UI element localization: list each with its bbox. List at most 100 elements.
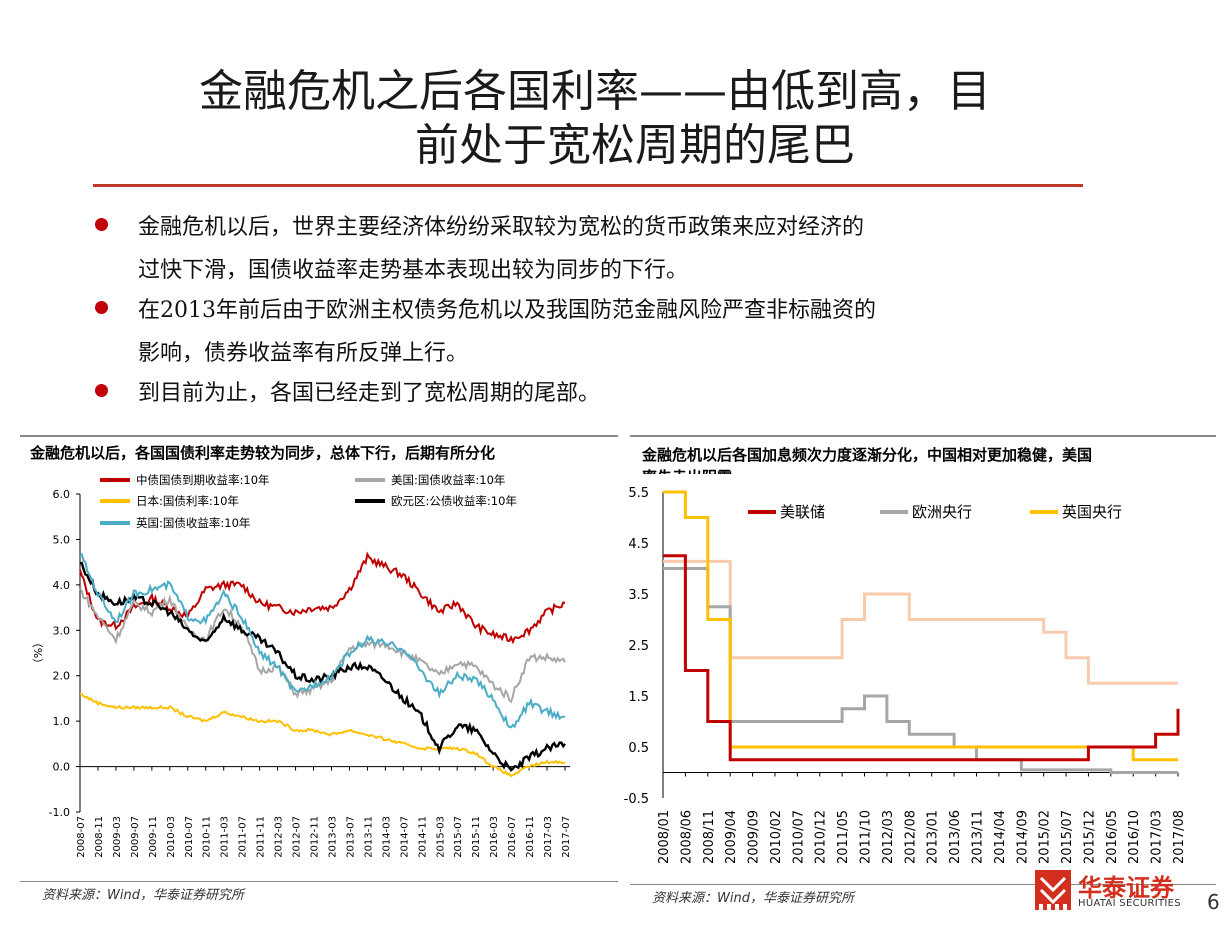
logo-text-cn: 华泰证券 <box>1078 874 1174 902</box>
series-line-2 <box>79 588 566 704</box>
series-line-3 <box>663 490 1178 762</box>
x-tick-label: 2013-03 <box>327 816 338 858</box>
x-tick-label: 2012/08 <box>903 810 918 864</box>
x-tick-label: 2011-03 <box>220 816 231 858</box>
bullet-dot-1 <box>95 218 108 231</box>
y-tick-label: 0.5 <box>628 741 649 756</box>
x-tick-label: 2014/09 <box>1015 810 1030 864</box>
x-tick-label: 2015/07 <box>1060 810 1075 864</box>
page-title-line1: 金融危机之后各国利率——由低到高，目 <box>199 66 991 117</box>
x-tick-label: 2008-07 <box>76 816 87 858</box>
x-tick-label: 2015-07 <box>453 816 464 858</box>
x-tick-label: 2016-11 <box>525 816 536 858</box>
x-tick-label: 2016/10 <box>1127 810 1142 864</box>
right-chart-source: 资料来源：Wind，华泰证券研究所 <box>652 891 854 906</box>
x-tick-label: 2015/02 <box>1038 810 1053 864</box>
x-tick-label: 2009/04 <box>724 810 739 864</box>
left-chart-bottom-border <box>20 881 618 882</box>
series-line-2 <box>663 567 1178 774</box>
bullet-text-2b: 影响，债券收益率有所反弹上行。 <box>138 341 469 366</box>
x-tick-label: 2010/07 <box>791 810 806 864</box>
y-tick-label: 3.0 <box>53 624 71 637</box>
x-tick-label: 2009-11 <box>148 816 159 858</box>
y-tick-label: 1.0 <box>53 715 71 728</box>
x-tick-label: 2012/03 <box>881 810 896 864</box>
x-tick-label: 2009-07 <box>130 816 141 858</box>
x-tick-label: 2010-03 <box>166 816 177 858</box>
x-tick-label: 2008-11 <box>94 816 105 858</box>
bullet-dot-2 <box>95 301 108 314</box>
x-tick-label: 2010-11 <box>202 816 213 858</box>
legend-label: 中债国债到期收益率:10年 <box>136 473 270 487</box>
page-number: 6 <box>1207 890 1220 914</box>
bullet-text-1b: 过快下滑，国债收益率走势基本表现出较为同步的下行。 <box>138 258 689 283</box>
y-tick-label: 4.5 <box>628 537 649 552</box>
x-tick-label: 2012-11 <box>310 816 321 858</box>
x-tick-label: 2013/11 <box>970 810 985 864</box>
y-tick-label: 2.5 <box>628 639 649 654</box>
series-line-4 <box>79 561 566 772</box>
x-tick-label: 2013/06 <box>948 810 963 864</box>
legend-label: 美国:国债收益率:10年 <box>391 473 505 487</box>
right-chart-title-cut: 率先走出阴霾 <box>642 464 732 474</box>
x-tick-label: 2013/01 <box>926 810 941 864</box>
left-chart-title: 金融危机以后，各国国债利率走势较为同步，总体下行，后期有所分化 <box>30 444 496 462</box>
x-tick-label: 2016-07 <box>507 816 518 858</box>
right-chart-title: 金融危机以后各国加息频次力度逐渐分化，中国相对更加稳健，美国 <box>642 446 1093 464</box>
x-tick-label: 2015/12 <box>1082 810 1097 864</box>
legend-label: 日本:国债利率:10年 <box>136 494 239 508</box>
page-title-line2: 前处于宽松周期的尾巴 <box>415 120 855 171</box>
bullet-text-2a: 在2013年前后由于欧洲主权债务危机以及我国防范金融风险严查非标融资的 <box>138 298 876 323</box>
y-tick-label: 1.5 <box>628 690 649 705</box>
x-tick-label: 2017/03 <box>1150 810 1165 864</box>
series-line-5 <box>79 552 566 729</box>
x-tick-label: 2013-07 <box>345 816 356 858</box>
x-tick-label: 2015-11 <box>471 816 482 858</box>
legend-label: 英国:国债收益率:10年 <box>136 516 250 530</box>
legend-label: 英国央行 <box>1062 503 1122 521</box>
legend-label: 欧洲央行 <box>912 503 972 521</box>
y-axis-label: （%） <box>31 637 44 669</box>
legend-label: 欧元区:公债收益率:10年 <box>391 494 517 508</box>
y-tick-label: 5.0 <box>53 533 71 546</box>
x-tick-label: 2010-07 <box>184 816 195 858</box>
x-tick-label: 2015-03 <box>435 816 446 858</box>
x-tick-label: 2017-03 <box>543 816 554 858</box>
x-tick-label: 2011-07 <box>238 816 249 858</box>
title-rule <box>93 184 1083 187</box>
x-tick-label: 2009/09 <box>747 810 762 864</box>
series-line-4 <box>663 559 1178 685</box>
y-tick-label: 4.0 <box>53 579 71 592</box>
huatai-logo-icon <box>1035 870 1071 910</box>
series-line-1 <box>79 551 566 645</box>
series-line-1 <box>663 554 1180 762</box>
series-line-3 <box>79 693 566 778</box>
y-tick-label: -0.5 <box>624 792 649 807</box>
left-chart-top-border <box>20 435 618 437</box>
x-tick-label: 2012-07 <box>292 816 303 858</box>
right-chart-top-border <box>630 435 1216 437</box>
legend-label: 美联储 <box>780 503 825 521</box>
bullet-text-3: 到目前为止，各国已经走到了宽松周期的尾部。 <box>138 381 601 406</box>
right-chart-title-cut-text: 率先走出阴霾 <box>642 466 732 474</box>
left-line-chart: 6.0 5.0 4.0 3.0 2.0 1.0 0.0 -1.0 （%） 2008-07 2008-… <box>31 473 572 858</box>
right-chart-bottom-border <box>630 884 1216 885</box>
x-tick-label: 2017-07 <box>561 816 572 858</box>
bullet-dot-3 <box>95 384 108 397</box>
x-tick-label: 2013-11 <box>363 816 374 858</box>
x-tick-label: 2017/08 <box>1172 810 1187 864</box>
y-tick-label: 2.0 <box>53 670 71 683</box>
x-tick-label: 2008/01 <box>657 810 672 864</box>
y-tick-label: 6.0 <box>53 488 71 501</box>
y-tick-label: 3.5 <box>628 588 649 603</box>
y-tick-label: -1.0 <box>49 806 70 819</box>
x-tick-label: 2011-11 <box>256 816 267 858</box>
x-tick-label: 2012-03 <box>274 816 285 858</box>
logo-text-en: HUATAI SECURITIES <box>1078 898 1181 909</box>
x-tick-label: 2016-03 <box>489 816 500 858</box>
x-tick-label: 2014-11 <box>417 816 428 858</box>
x-tick-label: 2008/11 <box>702 810 717 864</box>
bullet-text-1a: 金融危机以后，世界主要经济体纷纷采取较为宽松的货币政策来应对经济的 <box>138 215 865 240</box>
x-tick-label: 2009-03 <box>112 816 123 858</box>
left-chart-source: 资料来源：Wind，华泰证券研究所 <box>42 888 244 903</box>
